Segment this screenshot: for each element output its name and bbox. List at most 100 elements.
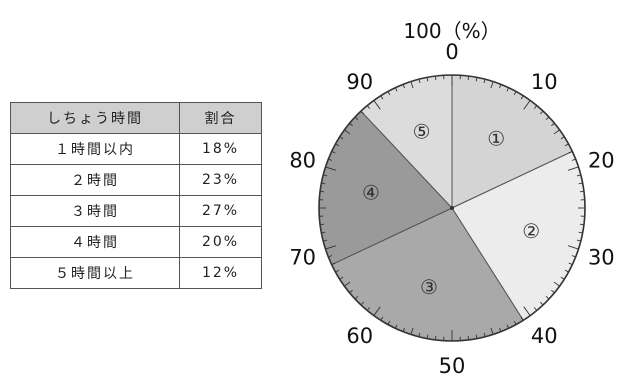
header-time: しちょう時間 <box>10 102 180 134</box>
scale-tick <box>513 91 517 96</box>
scale-tick <box>490 327 494 335</box>
table-row: ３時間 27% <box>10 195 262 227</box>
header-ratio: 割合 <box>179 102 262 134</box>
scale-tick <box>578 182 583 185</box>
scale-tick <box>380 95 384 100</box>
scale-tick <box>360 110 365 115</box>
scale-tick <box>426 334 429 339</box>
scale-tick <box>426 77 429 82</box>
scale-tick <box>560 136 565 140</box>
scale-tick <box>467 75 470 81</box>
row-label: ５時間以上 <box>10 257 180 289</box>
scale-tick <box>567 166 579 171</box>
scale-tick <box>380 316 384 321</box>
scale-tick <box>366 105 371 109</box>
scale-tick <box>339 136 344 140</box>
scale-tick <box>576 239 581 242</box>
scale-tick <box>551 122 555 127</box>
scale-tick <box>506 324 510 329</box>
slice-label-1: ① <box>487 126 505 150</box>
scale-tick <box>394 87 398 92</box>
scale-tick <box>506 87 510 92</box>
scale-top-label: 100（%） <box>403 19 500 43</box>
scale-tick <box>499 327 502 332</box>
scale-tick <box>545 116 550 121</box>
scale-tick <box>328 158 333 161</box>
scale-tick <box>568 150 573 154</box>
scale-tick <box>344 281 351 287</box>
scale-tick <box>325 166 337 171</box>
scale-tick <box>323 239 328 242</box>
scale-label-40: 40 <box>531 324 558 348</box>
scale-tick <box>499 84 502 89</box>
scale-tick <box>360 301 365 306</box>
scale-tick <box>533 105 538 109</box>
scale-label-10: 10 <box>531 70 558 94</box>
scale-tick <box>402 84 405 89</box>
scale-tick <box>490 81 494 89</box>
scale-tick <box>319 190 325 193</box>
scale-tick <box>533 307 538 311</box>
scale-tick <box>366 307 371 311</box>
scale-tick <box>475 334 478 339</box>
scale-tick <box>331 262 336 266</box>
scale-tick <box>523 100 531 110</box>
scale-tick <box>418 332 421 337</box>
scale-tick <box>475 77 478 82</box>
scale-tick <box>539 110 544 115</box>
scale-tick <box>576 174 581 177</box>
scale-tick <box>325 245 337 250</box>
row-ratio: 27% <box>179 195 262 227</box>
scale-tick <box>373 306 381 316</box>
scale-tick <box>354 295 359 300</box>
scale-tick <box>483 79 486 84</box>
row-ratio: 23% <box>179 164 262 196</box>
scale-tick <box>579 223 585 226</box>
slice-label-4: ④ <box>362 181 380 205</box>
table-row: ４時間 20% <box>10 226 262 258</box>
scale-tick <box>410 81 414 89</box>
scale-tick <box>328 255 333 258</box>
scale-tick <box>564 269 569 273</box>
row-label: ３時間 <box>10 195 180 227</box>
scale-label-90: 90 <box>346 70 373 94</box>
scale-tick <box>335 269 340 273</box>
scale-tick <box>551 289 555 294</box>
scale-label-80: 80 <box>289 148 316 172</box>
scale-tick <box>321 231 326 234</box>
scale-tick <box>483 332 486 337</box>
scale-tick <box>553 281 560 287</box>
scale-tick <box>539 301 544 306</box>
table-row: ２時間 23% <box>10 164 262 196</box>
scale-tick <box>564 143 569 147</box>
table-header-row: しちょう時間 割合 <box>10 102 262 134</box>
scale-label-20: 20 <box>588 148 615 172</box>
scale-tick <box>402 327 405 332</box>
scale-tick <box>373 100 381 110</box>
scale-tick <box>354 116 359 121</box>
scale-tick <box>467 335 470 341</box>
row-ratio: 20% <box>179 226 262 258</box>
slice-label-5: ⑤ <box>413 119 431 143</box>
scale-label-30: 30 <box>588 246 615 270</box>
scale-tick <box>571 158 576 161</box>
scale-label-60: 60 <box>346 324 373 348</box>
scale-tick <box>387 320 391 325</box>
scale-tick <box>418 79 421 84</box>
scale-tick <box>567 245 579 250</box>
scale-tick <box>545 295 550 300</box>
scale-tick <box>578 231 583 234</box>
scale-tick <box>520 316 524 321</box>
scale-label-50: 50 <box>439 354 466 378</box>
scale-tick <box>513 320 517 325</box>
row-label: ４時間 <box>10 226 180 258</box>
scale-tick <box>349 289 353 294</box>
scale-tick <box>387 91 391 96</box>
scale-tick <box>520 95 524 100</box>
scale-tick <box>523 306 531 316</box>
scale-tick <box>568 262 573 266</box>
scale-tick <box>349 122 353 127</box>
scale-tick <box>339 276 344 280</box>
scale-tick <box>394 324 398 329</box>
